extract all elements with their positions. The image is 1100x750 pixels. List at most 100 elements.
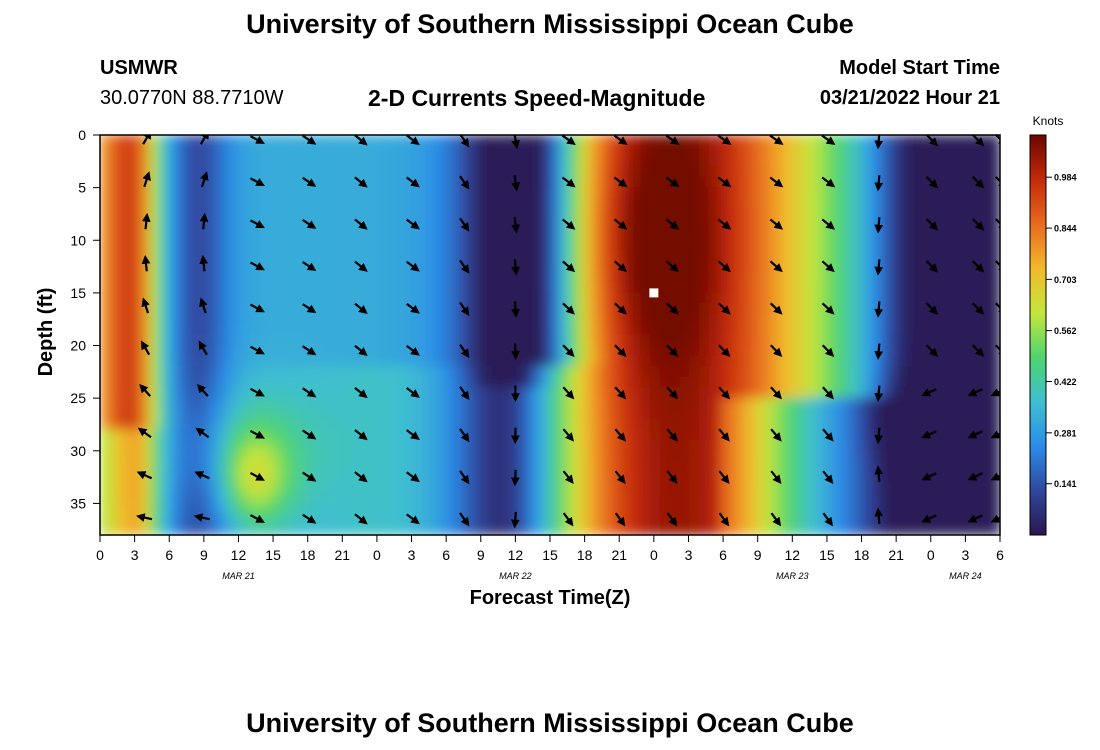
heatmap-cell <box>299 239 311 252</box>
heatmap-cell <box>189 313 201 325</box>
heatmap-cell <box>869 450 881 462</box>
heatmap-cell <box>719 439 731 452</box>
heatmap-cell <box>489 145 501 157</box>
heatmap-cell <box>799 408 811 420</box>
heatmap-cell <box>749 397 761 410</box>
heatmap-cell <box>379 313 391 325</box>
heatmap-cell <box>899 292 911 304</box>
heatmap-cell <box>189 250 201 262</box>
heatmap-cell <box>319 408 331 420</box>
heatmap-cell <box>959 155 971 168</box>
heatmap-cell <box>919 218 931 231</box>
heatmap-cell <box>349 345 361 357</box>
heatmap-cell <box>259 135 271 147</box>
heatmap-cell <box>779 323 791 336</box>
heatmap-cell <box>299 135 311 147</box>
colorbar-unit: Knots <box>1033 114 1064 128</box>
heatmap-cell <box>569 176 581 189</box>
heatmap-cell <box>189 366 201 378</box>
heatmap-cell <box>599 523 611 535</box>
heatmap-cell <box>699 502 711 515</box>
heatmap-cell <box>209 481 221 494</box>
heatmap-cell <box>149 260 161 273</box>
heatmap-cell <box>229 218 241 231</box>
heatmap-cell <box>959 376 971 389</box>
heatmap-cell <box>629 355 641 368</box>
heatmap-cell <box>319 471 331 483</box>
heatmap-cell <box>789 387 801 399</box>
heatmap-cell <box>239 355 251 368</box>
heatmap-cell <box>299 218 311 231</box>
heatmap-cell <box>439 250 451 262</box>
heatmap-cell <box>229 176 241 189</box>
heatmap-cell <box>969 355 981 368</box>
heatmap-cell <box>679 481 691 494</box>
heatmap-cell <box>439 135 451 147</box>
heatmap-cell <box>349 502 361 515</box>
heatmap-cell <box>989 502 1000 515</box>
heatmap-cell <box>219 271 231 283</box>
heatmap-cell <box>879 229 891 241</box>
heatmap-cell <box>519 418 531 431</box>
heatmap-cell <box>549 345 561 357</box>
heatmap-cell <box>479 260 491 273</box>
heatmap-cell <box>629 229 641 241</box>
heatmap-cell <box>779 281 791 294</box>
heatmap-cell <box>229 481 241 494</box>
heatmap-cell <box>679 166 691 178</box>
heatmap-cell <box>699 176 711 189</box>
heatmap-cell <box>559 176 571 189</box>
heatmap-cell <box>609 187 621 199</box>
heatmap-cell <box>269 408 281 420</box>
y-tick-label: 30 <box>70 443 86 459</box>
heatmap-cell <box>499 323 511 336</box>
heatmap-cell <box>739 281 751 294</box>
heatmap-cell <box>859 460 871 473</box>
heatmap-cell <box>289 197 301 210</box>
heatmap-cell <box>299 523 311 535</box>
heatmap-cell <box>989 355 1000 368</box>
heatmap-cell <box>169 481 181 494</box>
heatmap-cell <box>509 366 521 378</box>
heatmap-cell <box>109 145 121 157</box>
heatmap-cell <box>389 250 401 262</box>
heatmap-cell <box>279 334 291 347</box>
heatmap-cell <box>829 271 841 283</box>
heatmap-cell <box>409 481 421 494</box>
heatmap-cell <box>759 135 771 147</box>
heatmap-cell <box>569 260 581 273</box>
heatmap-cell <box>989 218 1000 231</box>
heatmap-cell <box>929 166 941 178</box>
heatmap-cell <box>829 145 841 157</box>
heatmap-cell <box>509 481 521 494</box>
heatmap-cell <box>989 408 1000 420</box>
heatmap-cell <box>309 376 321 389</box>
heatmap-cell <box>569 313 581 325</box>
heatmap-cell <box>139 197 151 210</box>
heatmap-cell <box>199 355 211 368</box>
heatmap-cell <box>179 345 191 357</box>
heatmap-cell <box>859 176 871 189</box>
heatmap-cell <box>849 239 861 252</box>
heatmap-cell <box>329 471 341 483</box>
heatmap-cell <box>359 197 371 210</box>
current-arrow <box>459 217 470 232</box>
heatmap-cell <box>759 492 771 504</box>
heatmap-cell <box>739 460 751 473</box>
heatmap-cell <box>609 229 621 241</box>
heatmap-cell <box>719 450 731 462</box>
heatmap-cell <box>129 239 141 252</box>
heatmap-cell <box>589 176 601 189</box>
current-arrow <box>967 430 983 439</box>
heatmap-cell <box>819 187 831 199</box>
heatmap-cell <box>259 460 271 473</box>
heatmap-cell <box>919 355 931 368</box>
current-arrow <box>994 218 1000 231</box>
heatmap-cell <box>119 313 131 325</box>
current-arrow <box>770 344 783 357</box>
heatmap-cell <box>799 313 811 325</box>
heatmap-cell <box>309 439 321 452</box>
current-arrow <box>302 303 317 314</box>
heatmap-cell <box>779 523 791 535</box>
heatmap-cell <box>489 471 501 483</box>
